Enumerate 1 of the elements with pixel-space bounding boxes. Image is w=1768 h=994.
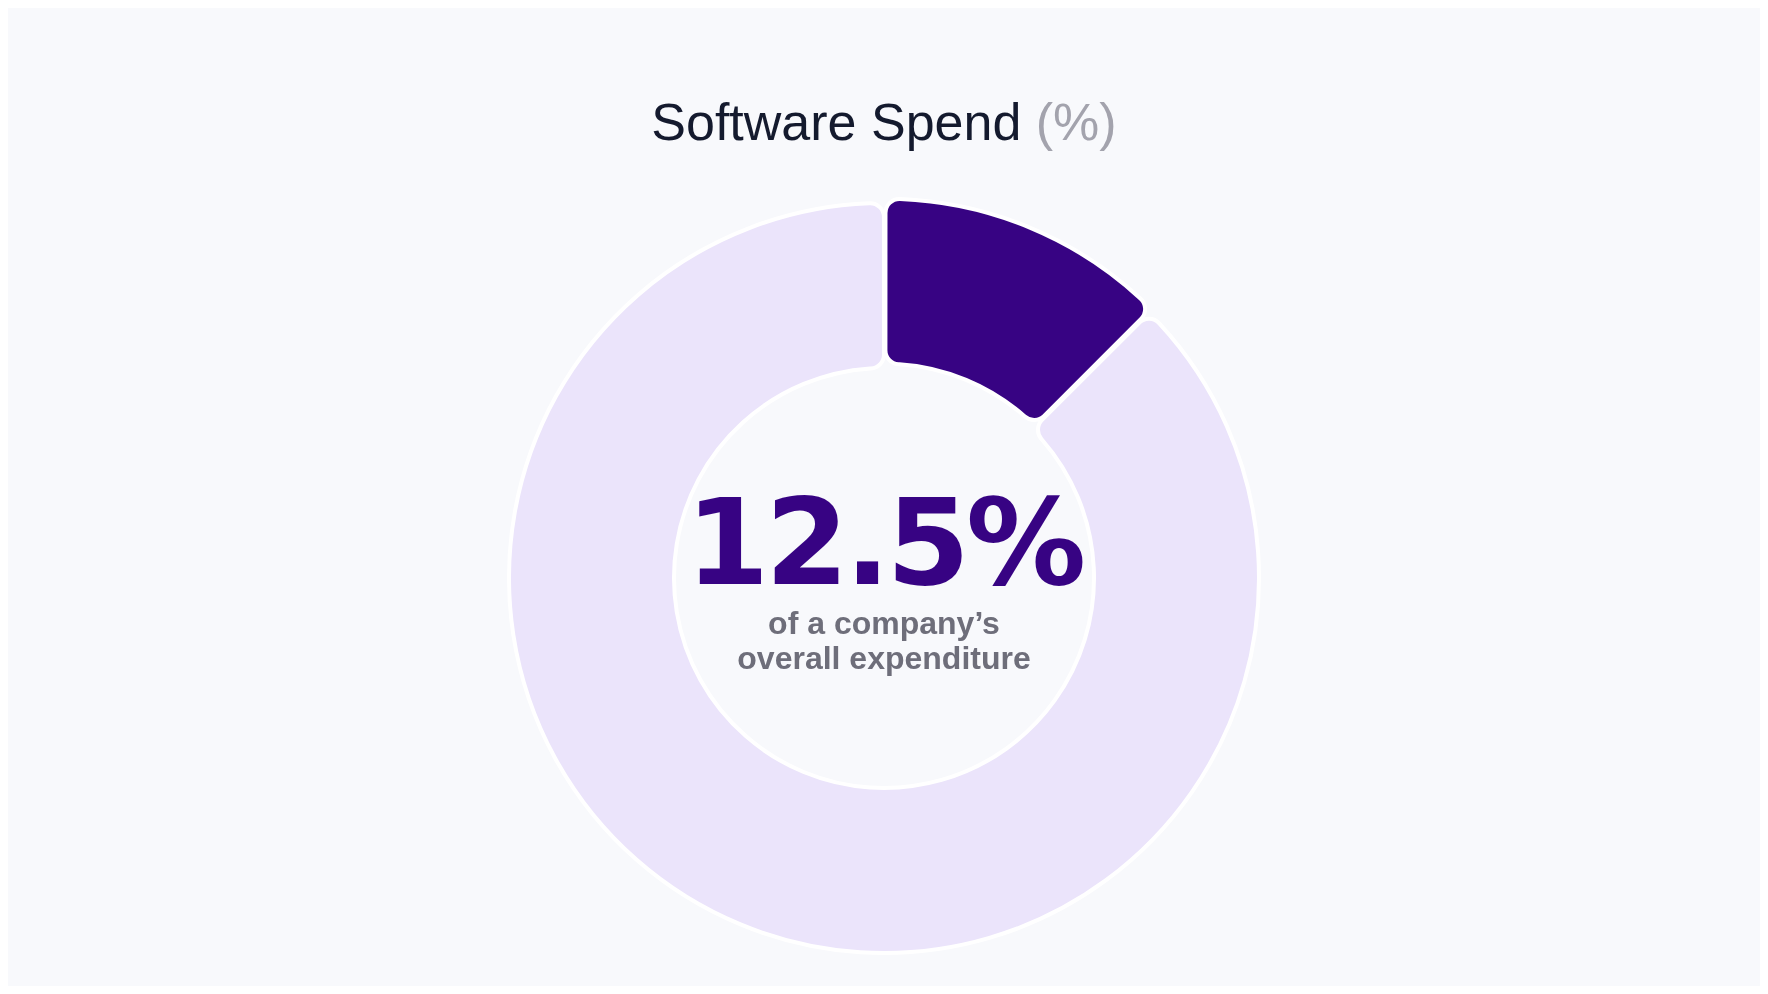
- chart-title: Software Spend (%): [651, 93, 1117, 151]
